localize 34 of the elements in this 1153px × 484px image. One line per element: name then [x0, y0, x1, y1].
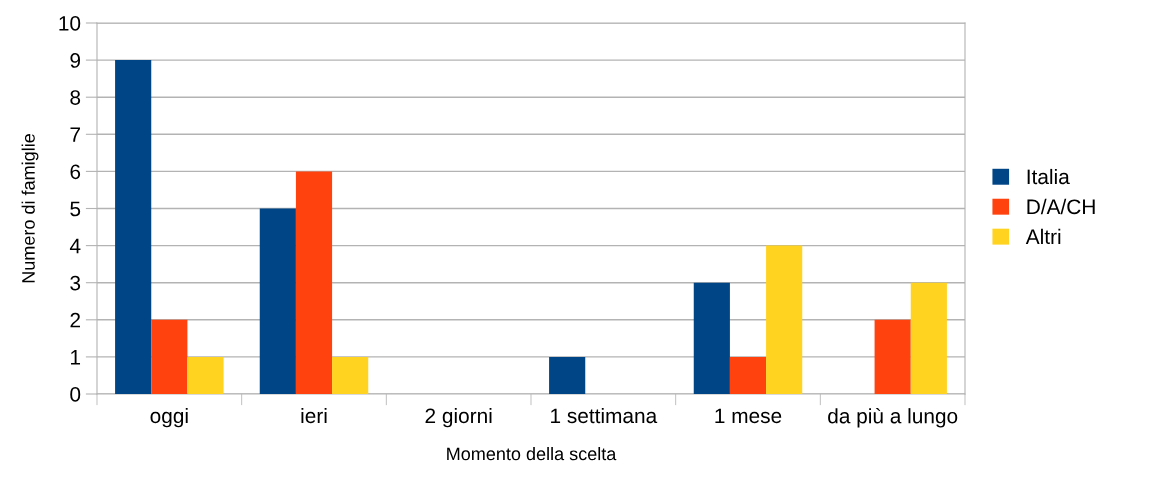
y-tick-label: 0 — [70, 387, 81, 402]
x-tick-label: 2 giorni — [425, 407, 492, 428]
bar — [187, 356, 224, 394]
y-tick-label: 2 — [70, 312, 80, 328]
x-tick-label: ieri — [301, 407, 327, 424]
bar — [910, 282, 947, 394]
legend-label: Italia — [1027, 168, 1070, 185]
bar — [332, 356, 369, 394]
bar — [766, 245, 803, 394]
bar — [115, 60, 152, 394]
bar — [693, 282, 730, 394]
y-tick-label: 4 — [69, 238, 81, 254]
x-tick-label: da più a lungo — [828, 407, 958, 428]
bar — [874, 319, 911, 394]
x-tick-label: oggi — [150, 407, 188, 428]
bar — [259, 208, 296, 394]
bar — [729, 356, 767, 394]
y-tick-label: 6 — [70, 164, 81, 180]
y-tick-label: 10 — [59, 16, 81, 31]
bar — [549, 356, 586, 394]
y-tick-label: 9 — [70, 53, 81, 68]
y-tick-label: 7 — [70, 127, 80, 142]
legend-label: Altri — [1025, 228, 1061, 245]
y-tick-label: 8 — [70, 90, 81, 105]
y-tick-label: 5 — [70, 201, 81, 217]
x-tick-label: 1 mese — [715, 408, 782, 424]
y-tick-label: 3 — [70, 275, 81, 291]
x-tick-label: 1 settimana — [551, 407, 658, 424]
y-axis-title: Numero di famiglie — [21, 134, 39, 283]
bar — [295, 171, 333, 394]
legend-label: D/A/CH — [1027, 198, 1095, 215]
y-tick-label: 1 — [71, 350, 81, 365]
bar — [151, 319, 188, 394]
x-axis-title: Momento della scelta — [447, 447, 617, 461]
